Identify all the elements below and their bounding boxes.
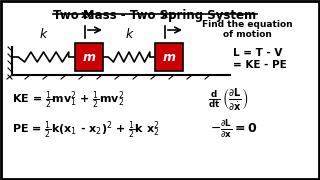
Text: $-\frac{\partial \mathbf{L}}{\partial \mathbf{x}}$$\mathbf{= 0}$: $-\frac{\partial \mathbf{L}}{\partial \m… (210, 118, 258, 140)
Text: L = T - V: L = T - V (233, 48, 282, 58)
Text: k: k (40, 28, 47, 41)
Text: k: k (125, 28, 132, 41)
Bar (75, 43, 103, 71)
Text: PE = $\frac{1}{2}$k(x$_1$ - x$_2$)$^2$ + $\frac{1}{2}$k x$_2^2$: PE = $\frac{1}{2}$k(x$_1$ - x$_2$)$^2$ +… (12, 120, 160, 141)
Text: Two Mass - Two Spring System: Two Mass - Two Spring System (53, 9, 257, 22)
Text: KE = $\frac{1}{2}$mv$_1^2$ + $\frac{1}{2}$mv$_2^2$: KE = $\frac{1}{2}$mv$_1^2$ + $\frac{1}{2… (12, 90, 124, 111)
Bar (155, 43, 183, 71)
Text: $\frac{\mathbf{d}}{\mathbf{dt}}$: $\frac{\mathbf{d}}{\mathbf{dt}}$ (208, 88, 220, 110)
Text: = KE - PE: = KE - PE (233, 60, 287, 70)
Text: $\left(\frac{\partial \mathbf{L}}{\partial \dot{\mathbf{x}}}\right)$: $\left(\frac{\partial \mathbf{L}}{\parti… (222, 86, 249, 112)
Text: $\mathbf{x_1}$: $\mathbf{x_1}$ (160, 10, 174, 22)
Text: of motion: of motion (223, 30, 271, 39)
Text: m: m (163, 51, 175, 64)
Text: $\mathbf{x_2}$: $\mathbf{x_2}$ (80, 10, 94, 22)
Text: m: m (83, 51, 95, 64)
Text: Find the equation: Find the equation (202, 20, 292, 29)
